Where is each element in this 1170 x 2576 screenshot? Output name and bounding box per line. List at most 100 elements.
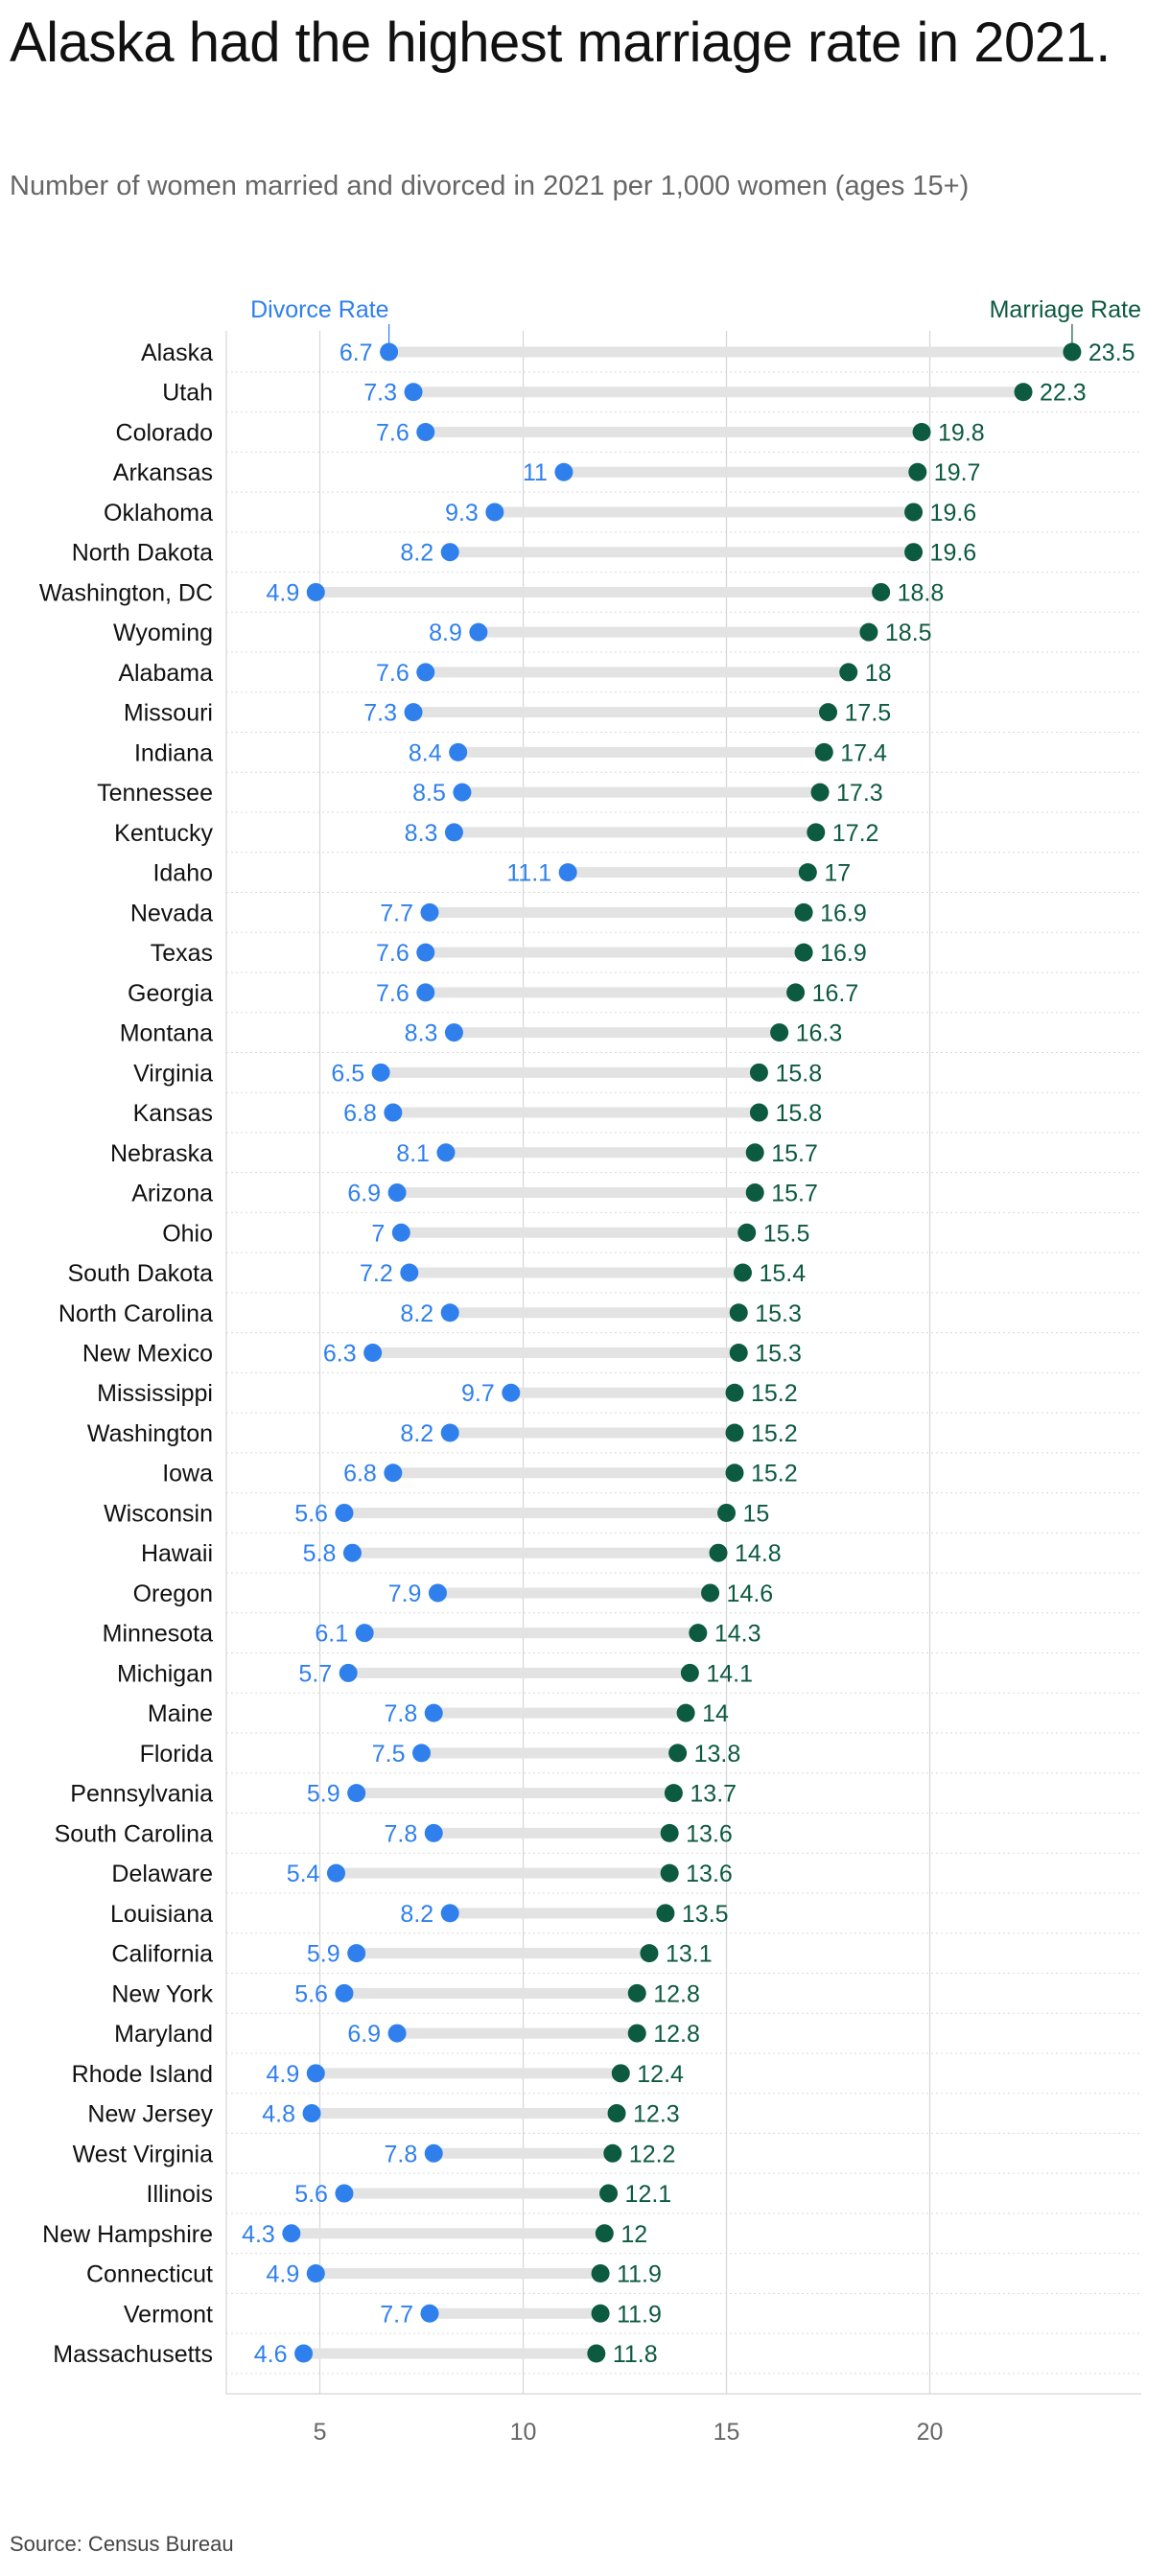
state-label: California xyxy=(111,1941,213,1968)
state-label: Ohio xyxy=(162,1220,213,1247)
divorce-value-label: 8.3 xyxy=(405,820,438,847)
divorce-dot xyxy=(387,1183,407,1203)
divorce-dot xyxy=(420,902,439,922)
divorce-dot xyxy=(424,1703,443,1722)
divorce-value-label: 4.9 xyxy=(267,2261,300,2288)
divorce-dot xyxy=(387,2024,407,2043)
divorce-value-label: 4.8 xyxy=(262,2101,295,2128)
marriage-dot xyxy=(912,422,931,441)
state-label: Alabama xyxy=(118,660,213,687)
divorce-dot xyxy=(404,703,423,722)
divorce-value-label: 9.7 xyxy=(461,1380,495,1407)
divorce-dot xyxy=(347,1784,366,1803)
marriage-dot xyxy=(839,663,858,682)
marriage-dot xyxy=(680,1663,699,1682)
divorce-value-label: 6.1 xyxy=(315,1621,348,1648)
state-label: Tennessee xyxy=(97,780,213,807)
divorce-dot xyxy=(453,783,472,802)
marriage-value-label: 19.6 xyxy=(930,540,977,567)
marriage-value-label: 11.9 xyxy=(617,2261,662,2288)
marriage-dot xyxy=(794,902,813,922)
divorce-value-label: 7 xyxy=(371,1220,385,1247)
marriage-value-label: 19.8 xyxy=(938,419,985,446)
divorce-dot xyxy=(384,1464,403,1483)
marriage-value-label: 13.6 xyxy=(686,1861,733,1887)
divorce-dot xyxy=(326,1863,345,1883)
divorce-value-label: 7.7 xyxy=(380,2301,413,2328)
data-points xyxy=(282,342,1082,2363)
marriage-value-label: 13.6 xyxy=(686,1820,733,1847)
marriage-dot xyxy=(701,1583,720,1603)
marriage-value-label: 12 xyxy=(620,2221,647,2248)
marriage-dot xyxy=(749,1103,768,1122)
marriage-value-label: 18.5 xyxy=(885,620,932,646)
divorce-value-label: 7.5 xyxy=(372,1741,406,1768)
divorce-dot xyxy=(371,1063,390,1082)
divorce-value-label: 7.6 xyxy=(376,980,410,1007)
divorce-dot xyxy=(404,383,423,402)
divorce-value-label: 6.9 xyxy=(347,2021,381,2048)
divorce-dot xyxy=(436,1143,456,1162)
divorce-dot xyxy=(449,742,468,761)
marriage-dot xyxy=(689,1624,708,1643)
divorce-value-label: 5.9 xyxy=(307,1941,340,1968)
x-tick-label: 10 xyxy=(510,2419,537,2446)
state-label: Washington, DC xyxy=(39,579,213,606)
marriage-dot xyxy=(807,823,826,842)
marriage-value-label: 15.7 xyxy=(771,1181,818,1207)
marriage-value-label: 22.3 xyxy=(1040,380,1087,407)
state-label: Maine xyxy=(148,1700,213,1727)
marriage-value-label: 16.7 xyxy=(812,980,859,1007)
chart-title: Alaska had the highest marriage rate in … xyxy=(10,12,1111,74)
marriage-dot xyxy=(819,703,838,722)
divorce-value-label: 5.9 xyxy=(307,1781,340,1808)
state-label: Massachusetts xyxy=(53,2341,213,2368)
marriage-value-label: 15 xyxy=(743,1500,770,1527)
legend-marriage-rate: Marriage Rate xyxy=(990,296,1141,323)
divorce-dot xyxy=(416,663,435,682)
divorce-dot xyxy=(282,2224,301,2243)
marriage-dot xyxy=(729,1303,748,1323)
divorce-value-label: 7.3 xyxy=(363,700,397,727)
marriage-value-label: 15.5 xyxy=(763,1220,810,1247)
divorce-value-label: 5.6 xyxy=(294,2181,328,2208)
marriage-value-label: 12.1 xyxy=(625,2181,672,2208)
marriage-value-label: 12.8 xyxy=(653,2021,700,2048)
marriage-value-label: 19.7 xyxy=(934,459,981,486)
divorce-dot xyxy=(440,1303,459,1323)
divorce-value-label: 9.3 xyxy=(445,500,479,527)
state-label: New Jersey xyxy=(87,2101,213,2128)
divorce-value-label: 8.5 xyxy=(412,780,446,807)
legend-divorce-rate: Divorce Rate xyxy=(250,296,389,323)
state-label: Utah xyxy=(162,380,213,407)
marriage-value-label: 16.9 xyxy=(820,900,867,926)
marriage-value-label: 15.8 xyxy=(775,1100,822,1127)
marriage-value-label: 14.6 xyxy=(727,1581,774,1607)
state-label: North Dakota xyxy=(72,540,213,567)
marriage-dot xyxy=(725,1383,744,1402)
divorce-value-label: 5.6 xyxy=(294,1500,328,1527)
marriage-dot xyxy=(725,1464,744,1483)
marriage-value-label: 17 xyxy=(824,860,851,887)
divorce-value-label: 6.5 xyxy=(331,1060,364,1087)
marriage-dot xyxy=(859,622,878,642)
marriage-dot xyxy=(640,1944,659,1963)
divorce-dot xyxy=(335,2184,354,2203)
marriage-value-label: 18 xyxy=(865,660,892,687)
marriage-value-label: 17.2 xyxy=(832,820,879,847)
marriage-value-label: 12.2 xyxy=(629,2141,676,2167)
marriage-value-label: 15.2 xyxy=(751,1420,798,1447)
marriage-dot xyxy=(611,2064,630,2083)
divorce-dot xyxy=(440,1904,459,1923)
marriage-dot xyxy=(733,1263,752,1282)
marriage-dot xyxy=(599,2184,619,2203)
state-label: Washington xyxy=(87,1420,213,1447)
marriage-dot xyxy=(737,1223,757,1242)
state-label: New Mexico xyxy=(82,1341,213,1368)
divorce-dot xyxy=(554,462,573,481)
divorce-dot xyxy=(469,622,488,642)
divorce-value-label: 8.1 xyxy=(396,1140,430,1167)
divorce-value-label: 7.7 xyxy=(380,900,413,926)
marriage-value-label: 15.3 xyxy=(755,1341,802,1368)
dumbbell-chart: 5 10 15 20 Divorce Rate Marriage Rate Alaska 6.… xyxy=(39,296,1141,2446)
